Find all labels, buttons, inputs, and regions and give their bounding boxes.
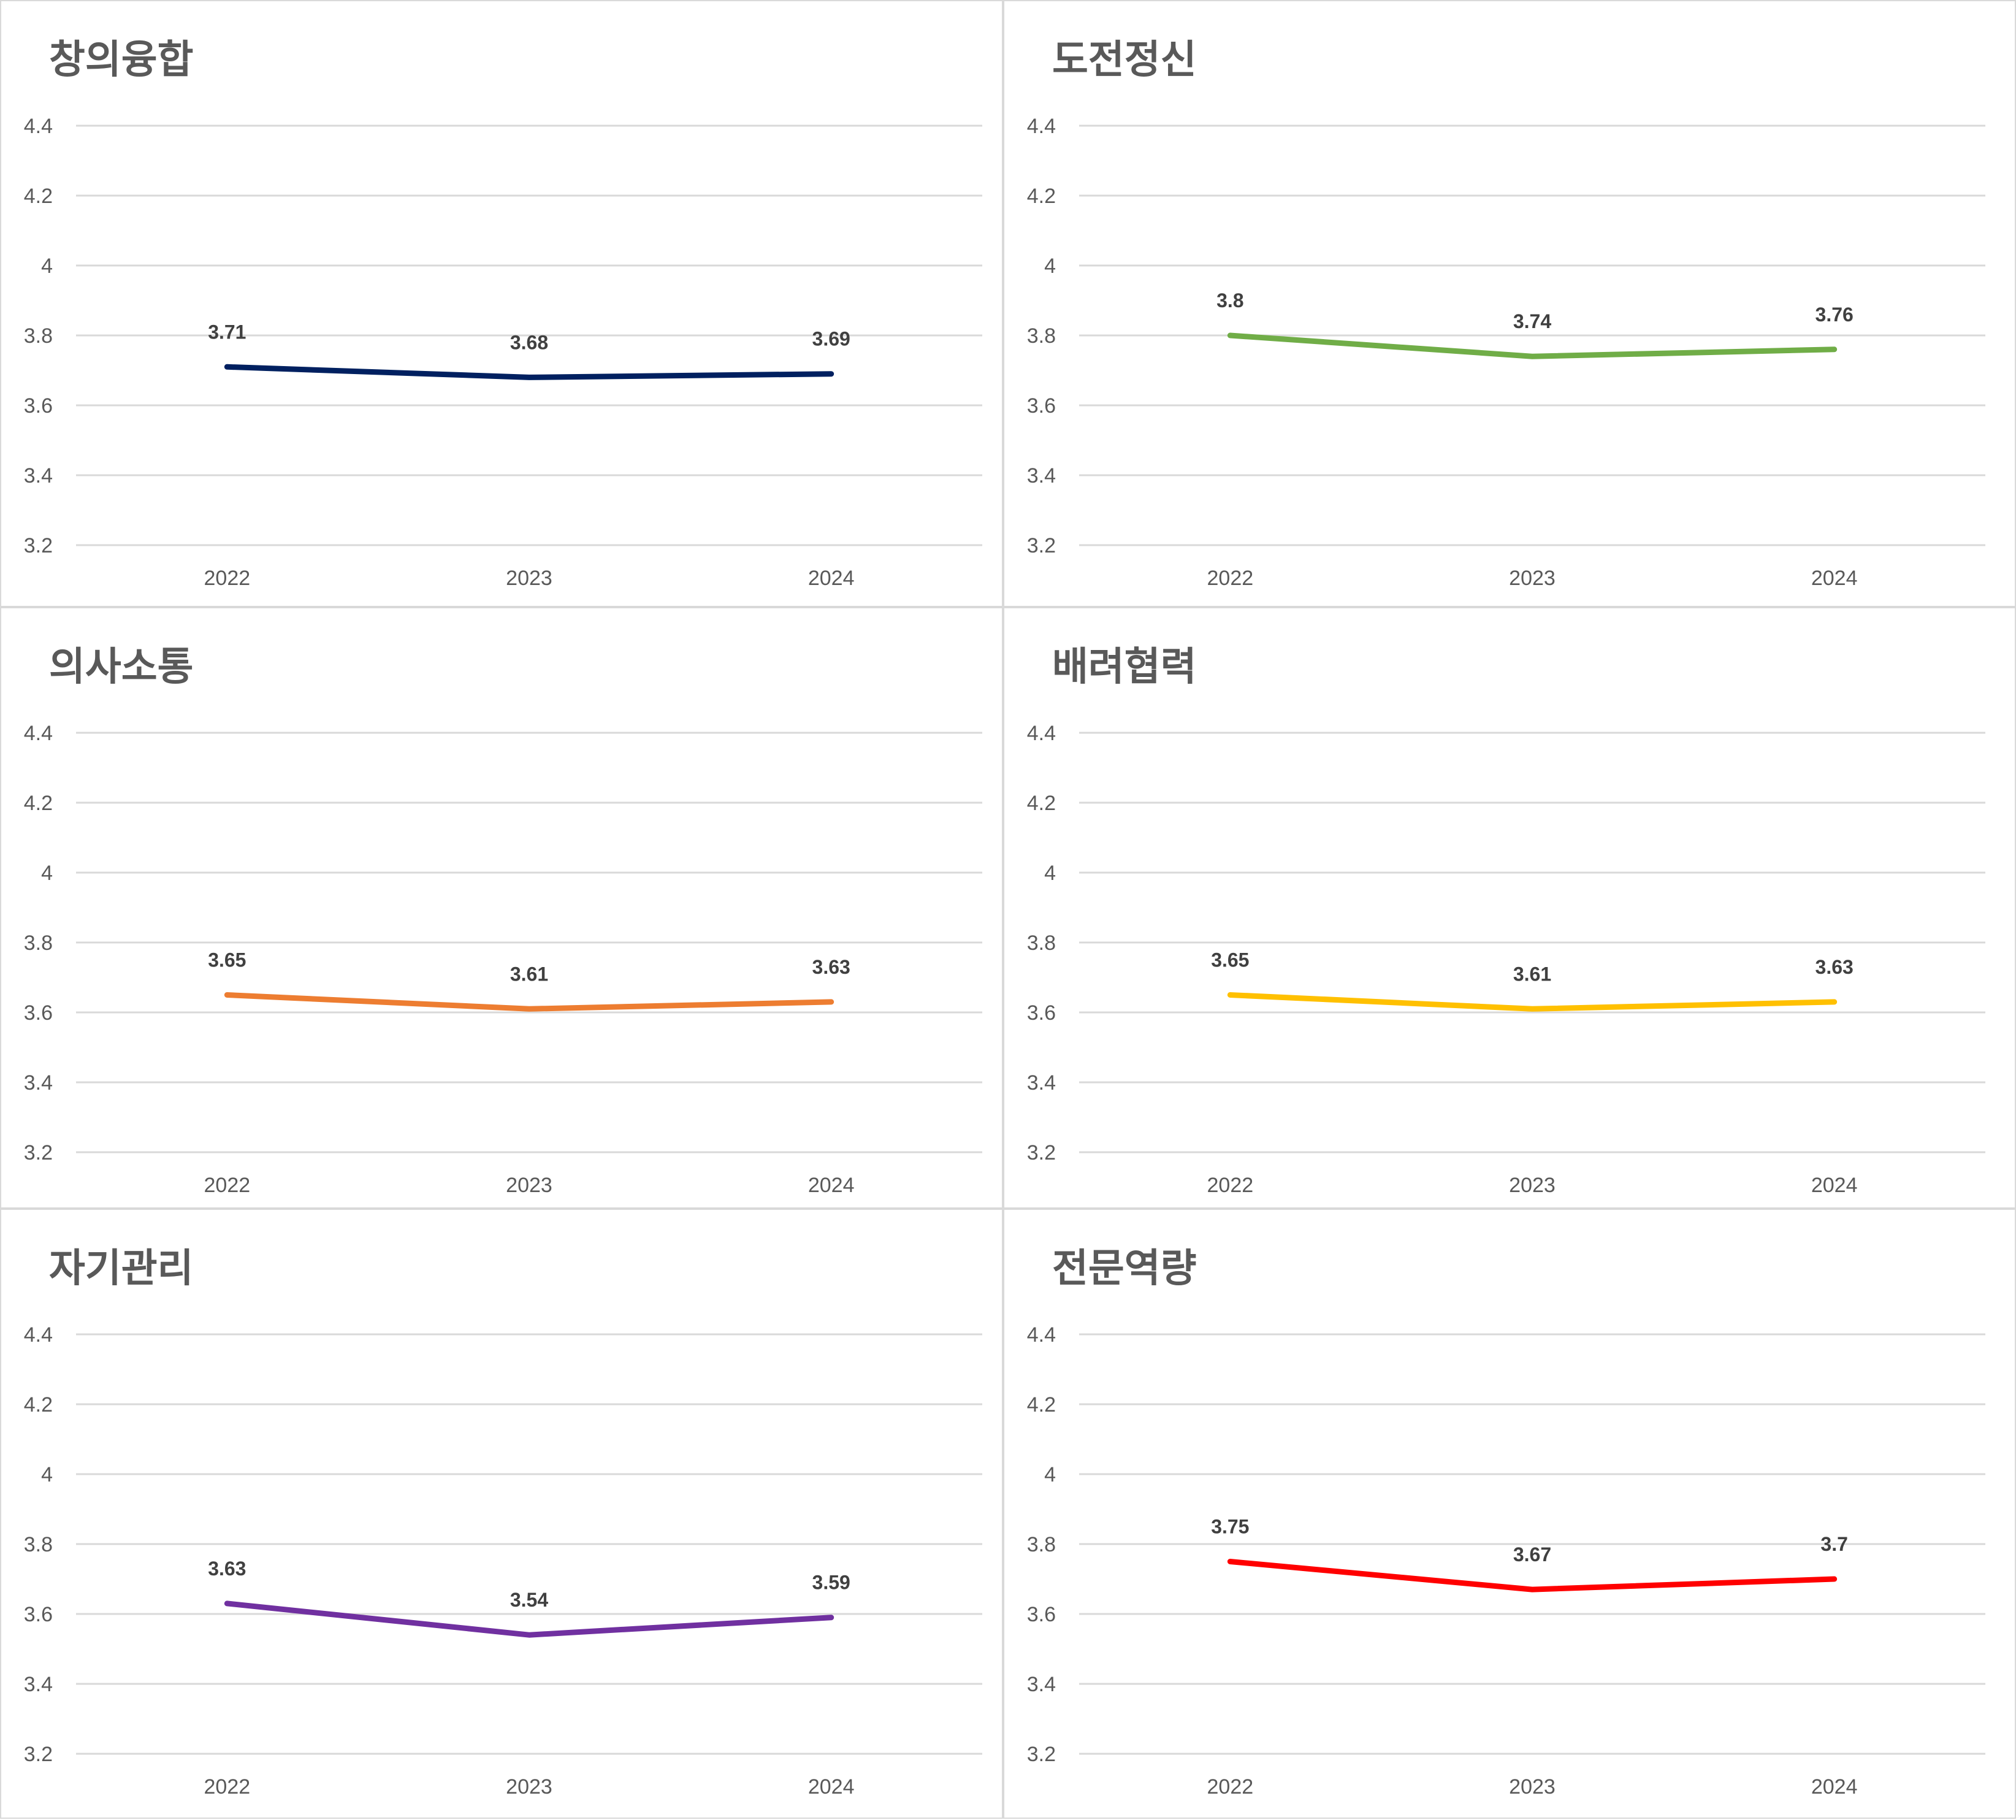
x-tick-label: 2022	[204, 1775, 251, 1799]
y-tick-label: 4	[1044, 1463, 1056, 1486]
y-tick-label: 3.2	[1027, 1141, 1056, 1164]
series-line	[1230, 995, 1834, 1009]
y-tick-label: 3.6	[1027, 394, 1056, 418]
y-tick-label: 3.8	[24, 324, 53, 348]
y-tick-label: 3.6	[24, 1603, 53, 1626]
data-label: 3.63	[1816, 956, 1854, 978]
line-chart: 3.2 3.4 3.6 3.8 4 4.2 4.4 2022 2023 2024 3.8 3.74 3.…	[1004, 1, 2016, 611]
data-label: 3.71	[208, 321, 246, 343]
line-chart: 3.2 3.4 3.6 3.8 4 4.2 4.4 2022 2023 2024 3.65 3.61 3…	[1, 608, 1014, 1218]
y-tick-label: 4	[1044, 254, 1056, 278]
x-tick-label: 2024	[808, 1775, 855, 1799]
y-tick-label: 3.4	[24, 464, 53, 488]
y-tick-label: 3.2	[1027, 534, 1056, 557]
y-tick-label: 4.4	[1027, 1323, 1056, 1347]
data-label: 3.69	[812, 328, 850, 350]
line-chart: 3.2 3.4 3.6 3.8 4 4.2 4.4 2022 2023 2024 3.71 3.68 3…	[1, 1, 1014, 611]
y-tick-label: 4.2	[24, 1393, 53, 1417]
y-tick-label: 3.6	[24, 394, 53, 418]
y-tick-label: 3.8	[1027, 1533, 1056, 1556]
x-tick-label: 2022	[1207, 1174, 1254, 1197]
data-label: 3.7	[1820, 1533, 1847, 1555]
data-label: 3.63	[812, 956, 850, 978]
x-tick-label: 2022	[1207, 1775, 1254, 1799]
y-tick-label: 4.2	[24, 185, 53, 208]
x-tick-label: 2022	[204, 1174, 251, 1197]
y-tick-label: 4	[41, 1463, 53, 1486]
data-label: 3.68	[510, 331, 548, 353]
y-tick-label: 3.4	[1027, 1071, 1056, 1095]
data-label: 3.8	[1216, 289, 1243, 312]
line-chart: 3.2 3.4 3.6 3.8 4 4.2 4.4 2022 2023 2024 3.65 3.61 3…	[1004, 608, 2016, 1218]
y-tick-label: 3.4	[1027, 1673, 1056, 1696]
x-tick-label: 2024	[808, 1174, 855, 1197]
series-line	[227, 995, 831, 1009]
data-label: 3.65	[1211, 949, 1249, 971]
y-tick-label: 4.2	[1027, 1393, 1056, 1417]
y-tick-label: 3.8	[1027, 324, 1056, 348]
x-tick-label: 2024	[1811, 1174, 1858, 1197]
data-label: 3.61	[1513, 963, 1551, 985]
y-tick-label: 4.4	[24, 1323, 53, 1347]
line-chart: 3.2 3.4 3.6 3.8 4 4.2 4.4 2022 2023 2024 3.63 3.54 3…	[1, 1210, 1014, 1820]
x-tick-label: 2024	[1811, 567, 1858, 590]
y-tick-label: 4	[41, 254, 53, 278]
line-chart: 3.2 3.4 3.6 3.8 4 4.2 4.4 2022 2023 2024 3.75 3.67 3…	[1004, 1210, 2016, 1820]
y-tick-label: 3.4	[24, 1071, 53, 1095]
y-tick-label: 3.6	[24, 1001, 53, 1025]
y-tick-label: 3.6	[1027, 1001, 1056, 1025]
y-tick-label: 3.4	[1027, 464, 1056, 488]
y-tick-label: 3.2	[24, 1141, 53, 1164]
y-tick-label: 3.4	[24, 1673, 53, 1696]
series-line	[1230, 335, 1834, 356]
y-tick-label: 3.8	[1027, 931, 1056, 955]
y-tick-label: 4.2	[24, 792, 53, 815]
y-tick-label: 3.2	[24, 534, 53, 557]
y-tick-label: 4.2	[1027, 792, 1056, 815]
data-label: 3.59	[812, 1572, 850, 1594]
data-label: 3.54	[510, 1589, 548, 1611]
y-tick-label: 4.4	[24, 115, 53, 138]
x-tick-label: 2023	[506, 1174, 552, 1197]
y-tick-label: 3.8	[24, 931, 53, 955]
y-tick-label: 3.6	[1027, 1603, 1056, 1626]
x-tick-label: 2024	[1811, 1775, 1858, 1799]
y-tick-label: 4.4	[1027, 722, 1056, 745]
x-tick-label: 2023	[1509, 1775, 1556, 1799]
y-tick-label: 4	[1044, 862, 1056, 885]
data-label: 3.74	[1513, 310, 1551, 332]
data-label: 3.75	[1211, 1516, 1249, 1538]
series-line	[227, 367, 831, 377]
y-tick-label: 4.2	[1027, 185, 1056, 208]
x-tick-label: 2023	[506, 1775, 552, 1799]
data-label: 3.63	[208, 1558, 246, 1580]
data-label: 3.76	[1816, 304, 1854, 326]
data-label: 3.67	[1513, 1543, 1551, 1566]
x-tick-label: 2022	[204, 567, 251, 590]
y-tick-label: 4.4	[1027, 115, 1056, 138]
y-tick-label: 4.4	[24, 722, 53, 745]
y-tick-label: 3.8	[24, 1533, 53, 1556]
x-tick-label: 2024	[808, 567, 855, 590]
y-tick-label: 4	[41, 862, 53, 885]
data-label: 3.61	[510, 963, 548, 985]
y-tick-label: 3.2	[24, 1743, 53, 1766]
y-tick-label: 3.2	[1027, 1743, 1056, 1766]
x-tick-label: 2023	[506, 567, 552, 590]
x-tick-label: 2023	[1509, 567, 1556, 590]
series-line	[1230, 1562, 1834, 1590]
x-tick-label: 2022	[1207, 567, 1254, 590]
data-label: 3.65	[208, 949, 246, 971]
x-tick-label: 2023	[1509, 1174, 1556, 1197]
